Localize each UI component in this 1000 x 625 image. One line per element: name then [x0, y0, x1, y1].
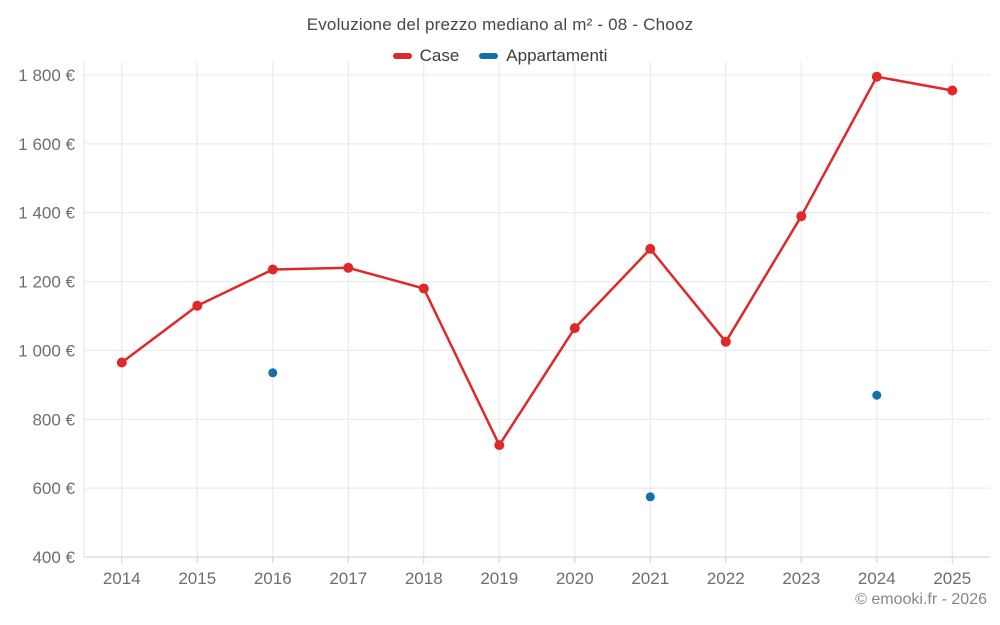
legend: Case Appartamenti — [0, 45, 1000, 67]
legend-item-case[interactable]: Case — [392, 46, 460, 66]
x-axis-tick-label: 2017 — [329, 569, 367, 588]
y-axis-tick-label: 600 € — [32, 479, 75, 498]
x-axis-tick-label: 2023 — [782, 569, 820, 588]
x-axis-tick-label: 2015 — [178, 569, 216, 588]
data-point-case-2025[interactable] — [947, 85, 958, 96]
x-axis-tick-label: 2014 — [103, 569, 141, 588]
data-point-case-2017[interactable] — [343, 262, 354, 273]
data-point-case-2014[interactable] — [116, 357, 127, 368]
data-point-appartamenti-2024[interactable] — [872, 390, 882, 400]
y-axis-tick-label: 1 400 € — [18, 204, 75, 223]
x-axis-tick-label: 2021 — [631, 569, 669, 588]
data-point-case-2016[interactable] — [267, 264, 278, 275]
y-axis-tick-label: 1 600 € — [18, 135, 75, 154]
data-point-case-2022[interactable] — [720, 336, 731, 347]
data-point-case-2023[interactable] — [796, 211, 807, 222]
data-point-case-2019[interactable] — [494, 440, 505, 451]
legend-marker-case — [392, 53, 412, 59]
x-axis-tick-label: 2022 — [707, 569, 745, 588]
x-axis-tick-label: 2025 — [933, 569, 971, 588]
y-axis-tick-label: 1 200 € — [18, 273, 75, 292]
data-point-case-2021[interactable] — [645, 243, 656, 254]
data-point-appartamenti-2016[interactable] — [268, 368, 278, 378]
legend-label-case: Case — [419, 46, 460, 65]
x-axis-tick-label: 2024 — [858, 569, 896, 588]
data-point-appartamenti-2021[interactable] — [645, 492, 655, 502]
y-axis-tick-label: 1 800 € — [18, 66, 75, 85]
attribution-text: © emooki.fr - 2026 — [855, 591, 987, 608]
x-axis-tick-label: 2018 — [405, 569, 443, 588]
legend-label-appartamenti: Appartamenti — [506, 46, 608, 65]
y-axis-tick-label: 400 € — [32, 548, 75, 567]
y-axis-tick-label: 1 000 € — [18, 341, 75, 360]
data-point-case-2024[interactable] — [871, 71, 882, 82]
chart-title: Evoluzione del prezzo mediano al m² - 08… — [306, 15, 694, 34]
x-axis-tick-label: 2019 — [480, 569, 518, 588]
series-line-case — [120, 75, 954, 447]
data-point-case-2018[interactable] — [418, 283, 429, 294]
y-axis-tick-label: 800 € — [32, 410, 75, 429]
legend-item-appartamenti[interactable]: Appartamenti — [479, 46, 607, 66]
legend-marker-appartamenti — [479, 53, 499, 59]
x-axis-tick-label: 2020 — [556, 569, 594, 588]
data-point-case-2015[interactable] — [192, 300, 203, 311]
data-point-case-2020[interactable] — [569, 323, 580, 334]
x-axis-tick-label: 2016 — [254, 569, 292, 588]
